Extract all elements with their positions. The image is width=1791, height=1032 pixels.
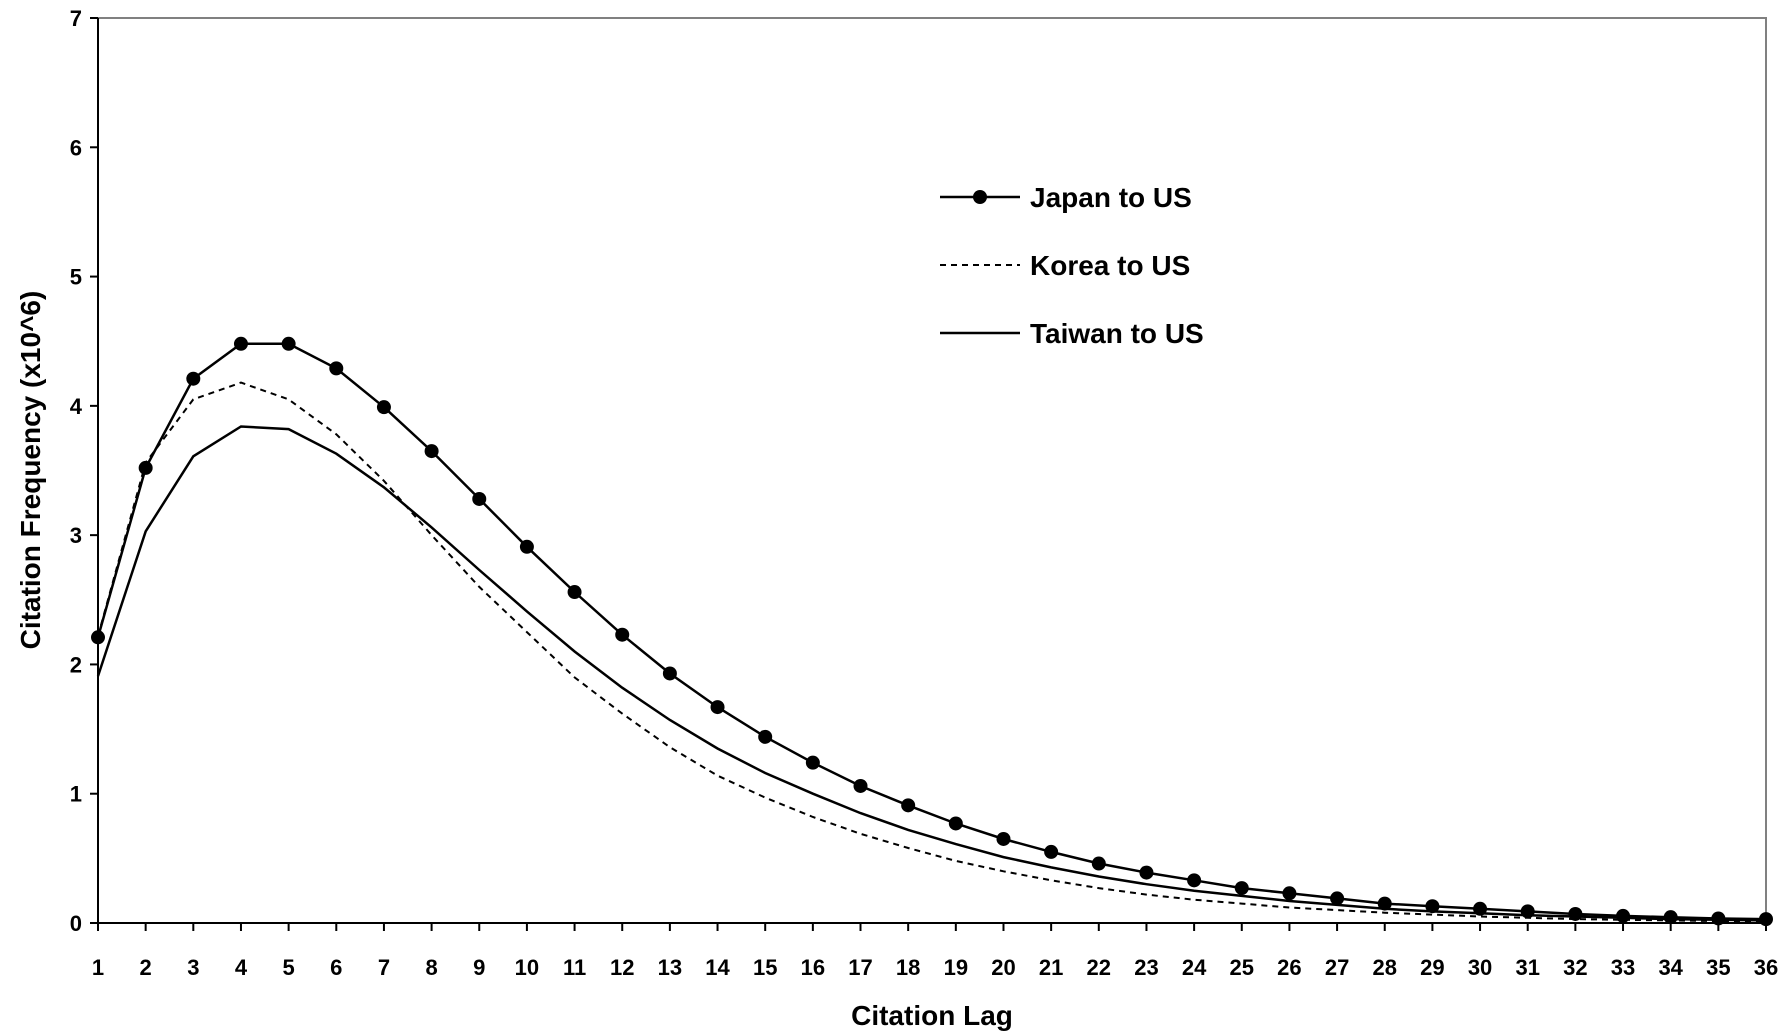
data-point-japan-to-us	[1044, 844, 1059, 859]
x-tick-label: 32	[1563, 955, 1587, 980]
legend-marker-japan-to-us	[973, 190, 987, 204]
plot-area-frame	[97, 17, 1767, 924]
x-tick-label: 26	[1277, 955, 1301, 980]
y-tick-label: 0	[70, 911, 82, 936]
x-tick-label: 16	[801, 955, 825, 980]
x-tick-label: 33	[1611, 955, 1635, 980]
series-line-korea-to-us	[97, 381, 1767, 923]
data-point-japan-to-us	[567, 585, 582, 600]
legend-label-taiwan-to-us: Taiwan to US	[1030, 318, 1204, 349]
data-point-japan-to-us	[329, 361, 344, 376]
x-tick-label: 30	[1468, 955, 1492, 980]
x-tick-label: 21	[1039, 955, 1063, 980]
y-tick-label: 1	[70, 782, 82, 807]
data-point-japan-to-us	[1520, 904, 1535, 919]
data-point-japan-to-us	[948, 816, 963, 831]
x-tick-label: 5	[283, 955, 295, 980]
x-tick-label: 34	[1658, 955, 1683, 980]
x-tick-label: 7	[378, 955, 390, 980]
x-tick-label: 17	[848, 955, 872, 980]
data-point-japan-to-us	[1330, 891, 1345, 906]
data-point-japan-to-us	[758, 729, 773, 744]
data-point-japan-to-us	[805, 755, 820, 770]
y-axis-title: Citation Frequency (x10^6)	[15, 291, 46, 650]
data-point-japan-to-us	[1282, 886, 1297, 901]
data-point-japan-to-us	[662, 666, 677, 681]
data-point-japan-to-us	[1425, 899, 1440, 914]
data-point-japan-to-us	[186, 371, 201, 386]
x-tick-label: 29	[1420, 955, 1444, 980]
y-tick-label: 7	[70, 6, 82, 31]
y-tick-label: 4	[70, 394, 83, 419]
data-point-japan-to-us	[424, 444, 439, 459]
x-tick-label: 3	[187, 955, 199, 980]
data-point-japan-to-us	[853, 778, 868, 793]
x-axis-ticks: 1 2 3 4 5 6 7 8 9 10 11 12 13 14 15 16 17 18 19 20 21 22 23 24 2…	[92, 923, 1778, 980]
data-point-japan-to-us	[1473, 901, 1488, 916]
x-tick-label: 24	[1182, 955, 1207, 980]
x-tick-label: 27	[1325, 955, 1349, 980]
x-tick-label: 20	[991, 955, 1015, 980]
x-tick-label: 31	[1515, 955, 1539, 980]
data-point-japan-to-us	[1759, 912, 1773, 927]
x-tick-label: 14	[705, 955, 730, 980]
data-point-japan-to-us	[1234, 881, 1249, 896]
data-point-japan-to-us	[1091, 856, 1106, 871]
x-tick-label: 36	[1754, 955, 1778, 980]
data-point-japan-to-us	[901, 798, 916, 813]
data-point-japan-to-us	[615, 627, 630, 642]
x-tick-label: 6	[330, 955, 342, 980]
x-tick-label: 4	[235, 955, 248, 980]
series-line-japan-to-us	[96, 342, 1767, 921]
x-tick-label: 28	[1373, 955, 1397, 980]
data-point-japan-to-us	[1377, 896, 1392, 911]
data-point-japan-to-us	[1711, 911, 1726, 926]
legend-label-japan-to-us: Japan to US	[1030, 182, 1192, 213]
y-tick-label: 3	[70, 523, 82, 548]
data-point-japan-to-us	[138, 460, 153, 475]
series-layer	[91, 336, 1773, 927]
data-point-japan-to-us	[1187, 873, 1202, 888]
data-point-japan-to-us	[376, 400, 391, 415]
data-point-japan-to-us	[472, 491, 487, 506]
chart-legend: Japan to US Korea to US Taiwan to US	[940, 182, 1204, 349]
x-tick-label: 19	[944, 955, 968, 980]
x-tick-label: 1	[92, 955, 104, 980]
x-axis-title: Citation Lag	[851, 1000, 1013, 1031]
series-line-taiwan-to-us	[96, 425, 1767, 922]
x-tick-label: 23	[1134, 955, 1158, 980]
x-tick-label: 2	[140, 955, 152, 980]
data-point-japan-to-us	[996, 831, 1011, 846]
y-axis-ticks: 0 1 2 3 4 5 6 7	[70, 6, 98, 936]
y-tick-label: 5	[70, 265, 82, 290]
y-tick-label: 2	[70, 652, 82, 677]
data-point-japan-to-us	[1616, 908, 1631, 923]
x-tick-label: 10	[515, 955, 539, 980]
x-tick-label: 25	[1230, 955, 1254, 980]
x-tick-label: 12	[610, 955, 634, 980]
legend-label-korea-to-us: Korea to US	[1030, 250, 1190, 281]
x-tick-label: 11	[563, 955, 586, 980]
data-point-japan-to-us	[233, 336, 248, 351]
data-point-japan-to-us	[281, 336, 296, 351]
data-point-japan-to-us	[1568, 906, 1583, 921]
data-point-japan-to-us	[710, 700, 725, 715]
y-tick-label: 6	[70, 135, 82, 160]
x-tick-label: 35	[1706, 955, 1730, 980]
data-point-japan-to-us	[519, 539, 534, 554]
data-point-japan-to-us	[1663, 910, 1678, 925]
data-point-japan-to-us	[1139, 865, 1154, 880]
x-tick-label: 22	[1087, 955, 1111, 980]
x-tick-label: 9	[473, 955, 485, 980]
x-tick-label: 13	[658, 955, 682, 980]
x-tick-label: 18	[896, 955, 920, 980]
x-tick-label: 8	[425, 955, 437, 980]
x-tick-label: 15	[753, 955, 777, 980]
